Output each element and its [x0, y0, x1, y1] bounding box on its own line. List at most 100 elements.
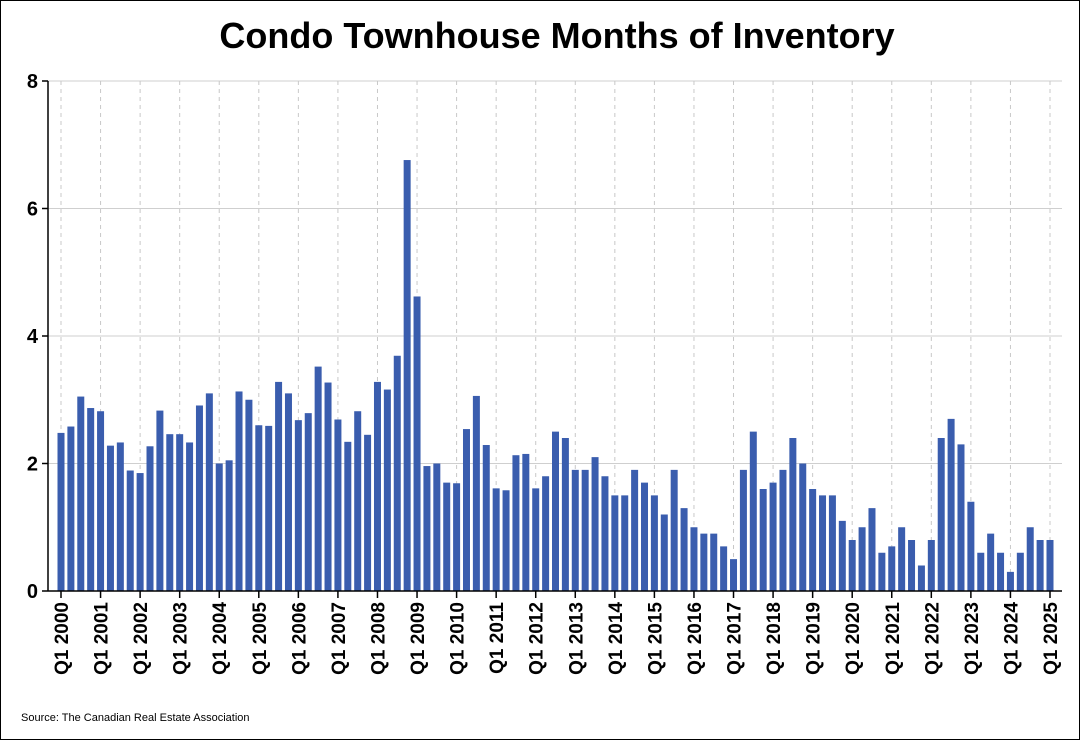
- bar: [215, 463, 223, 591]
- bar: [532, 488, 540, 591]
- x-tick-label: Q1 2002: [131, 602, 152, 675]
- bar: [354, 411, 362, 591]
- bar: [759, 489, 767, 591]
- bar: [838, 520, 846, 591]
- bar: [482, 445, 490, 591]
- bar: [393, 355, 401, 591]
- bar: [621, 495, 629, 591]
- y-tick-label: 2: [27, 454, 38, 476]
- bar: [660, 514, 668, 591]
- bar: [947, 418, 955, 591]
- bar: [769, 482, 777, 591]
- bar: [1006, 571, 1014, 591]
- bar: [739, 469, 747, 591]
- bar: [255, 425, 263, 591]
- x-tick-label: Q1 2020: [843, 602, 864, 675]
- y-tick-label: 6: [27, 199, 38, 221]
- bar: [680, 508, 688, 591]
- bar: [304, 413, 312, 591]
- bar: [126, 470, 134, 591]
- bar: [888, 546, 896, 591]
- bar: [819, 495, 827, 591]
- bar: [502, 490, 510, 591]
- bar: [294, 420, 302, 591]
- bar: [858, 527, 866, 591]
- bar: [749, 431, 757, 591]
- bar: [364, 434, 372, 591]
- bar: [522, 453, 530, 591]
- bar: [443, 482, 451, 591]
- bar: [146, 446, 154, 591]
- bar: [156, 410, 164, 591]
- bar: [700, 533, 708, 591]
- bar: [284, 393, 292, 591]
- x-tick-label: Q1 2009: [408, 602, 429, 675]
- bar: [957, 444, 965, 591]
- chart-title: Condo Townhouse Months of Inventory: [219, 15, 895, 56]
- bar: [561, 438, 569, 591]
- bar: [106, 445, 114, 591]
- x-tick-label: Q1 2013: [566, 602, 587, 675]
- bar: [987, 533, 995, 591]
- bar: [265, 425, 273, 591]
- bar: [195, 405, 203, 591]
- x-tick-label: Q1 2023: [962, 602, 983, 675]
- x-tick-label: Q1 2021: [883, 602, 904, 675]
- x-tick-label: Q1 2000: [52, 602, 73, 675]
- source-note: Source: The Canadian Real Estate Associa…: [21, 712, 250, 724]
- x-tick-label: Q1 2019: [804, 602, 825, 675]
- bar: [245, 399, 253, 591]
- bar: [116, 442, 124, 591]
- bar: [720, 546, 728, 591]
- bar: [344, 441, 352, 591]
- bar: [977, 552, 985, 591]
- bar: [670, 469, 678, 591]
- y-tick-label: 4: [27, 326, 39, 348]
- bar: [908, 540, 916, 591]
- bar: [462, 429, 470, 591]
- bar: [571, 469, 579, 591]
- x-tick-label: Q1 2008: [368, 602, 389, 675]
- bar: [868, 508, 876, 591]
- bar: [1026, 527, 1034, 591]
- bar: [176, 434, 184, 591]
- bar: [1016, 552, 1024, 591]
- bar: [433, 463, 441, 591]
- bar: [67, 426, 75, 591]
- x-tick-label: Q1 2018: [764, 602, 785, 675]
- bar: [601, 476, 609, 591]
- bar: [789, 438, 797, 591]
- x-tick-label: Q1 2022: [922, 602, 943, 675]
- bar: [848, 540, 856, 591]
- bar: [799, 463, 807, 591]
- bar: [552, 431, 559, 591]
- bar: [403, 160, 411, 592]
- bar: [927, 540, 935, 591]
- x-tick-label: Q1 2001: [92, 602, 113, 675]
- bar: [57, 432, 65, 591]
- bar: [453, 483, 461, 591]
- bar: [917, 565, 925, 591]
- bar: [423, 466, 431, 591]
- x-tick-label: Q1 2006: [289, 602, 310, 675]
- bar: [710, 533, 718, 591]
- bar: [730, 559, 738, 591]
- bar: [275, 381, 283, 591]
- x-tick-label: Q1 2004: [210, 602, 231, 675]
- y-tick-label: 0: [27, 581, 38, 603]
- bar: [77, 396, 85, 591]
- bar: [413, 296, 421, 591]
- bar: [1036, 540, 1044, 591]
- bar: [641, 482, 649, 591]
- bar: [136, 473, 144, 591]
- bar: [631, 469, 639, 591]
- bar: [235, 391, 243, 591]
- bar: [472, 395, 480, 591]
- bar: [878, 552, 886, 591]
- bar: [898, 527, 906, 591]
- bar: [650, 495, 658, 591]
- x-tick-label: Q1 2003: [171, 602, 192, 675]
- bar: [314, 366, 322, 591]
- bar: [542, 476, 550, 591]
- bar: [581, 469, 589, 591]
